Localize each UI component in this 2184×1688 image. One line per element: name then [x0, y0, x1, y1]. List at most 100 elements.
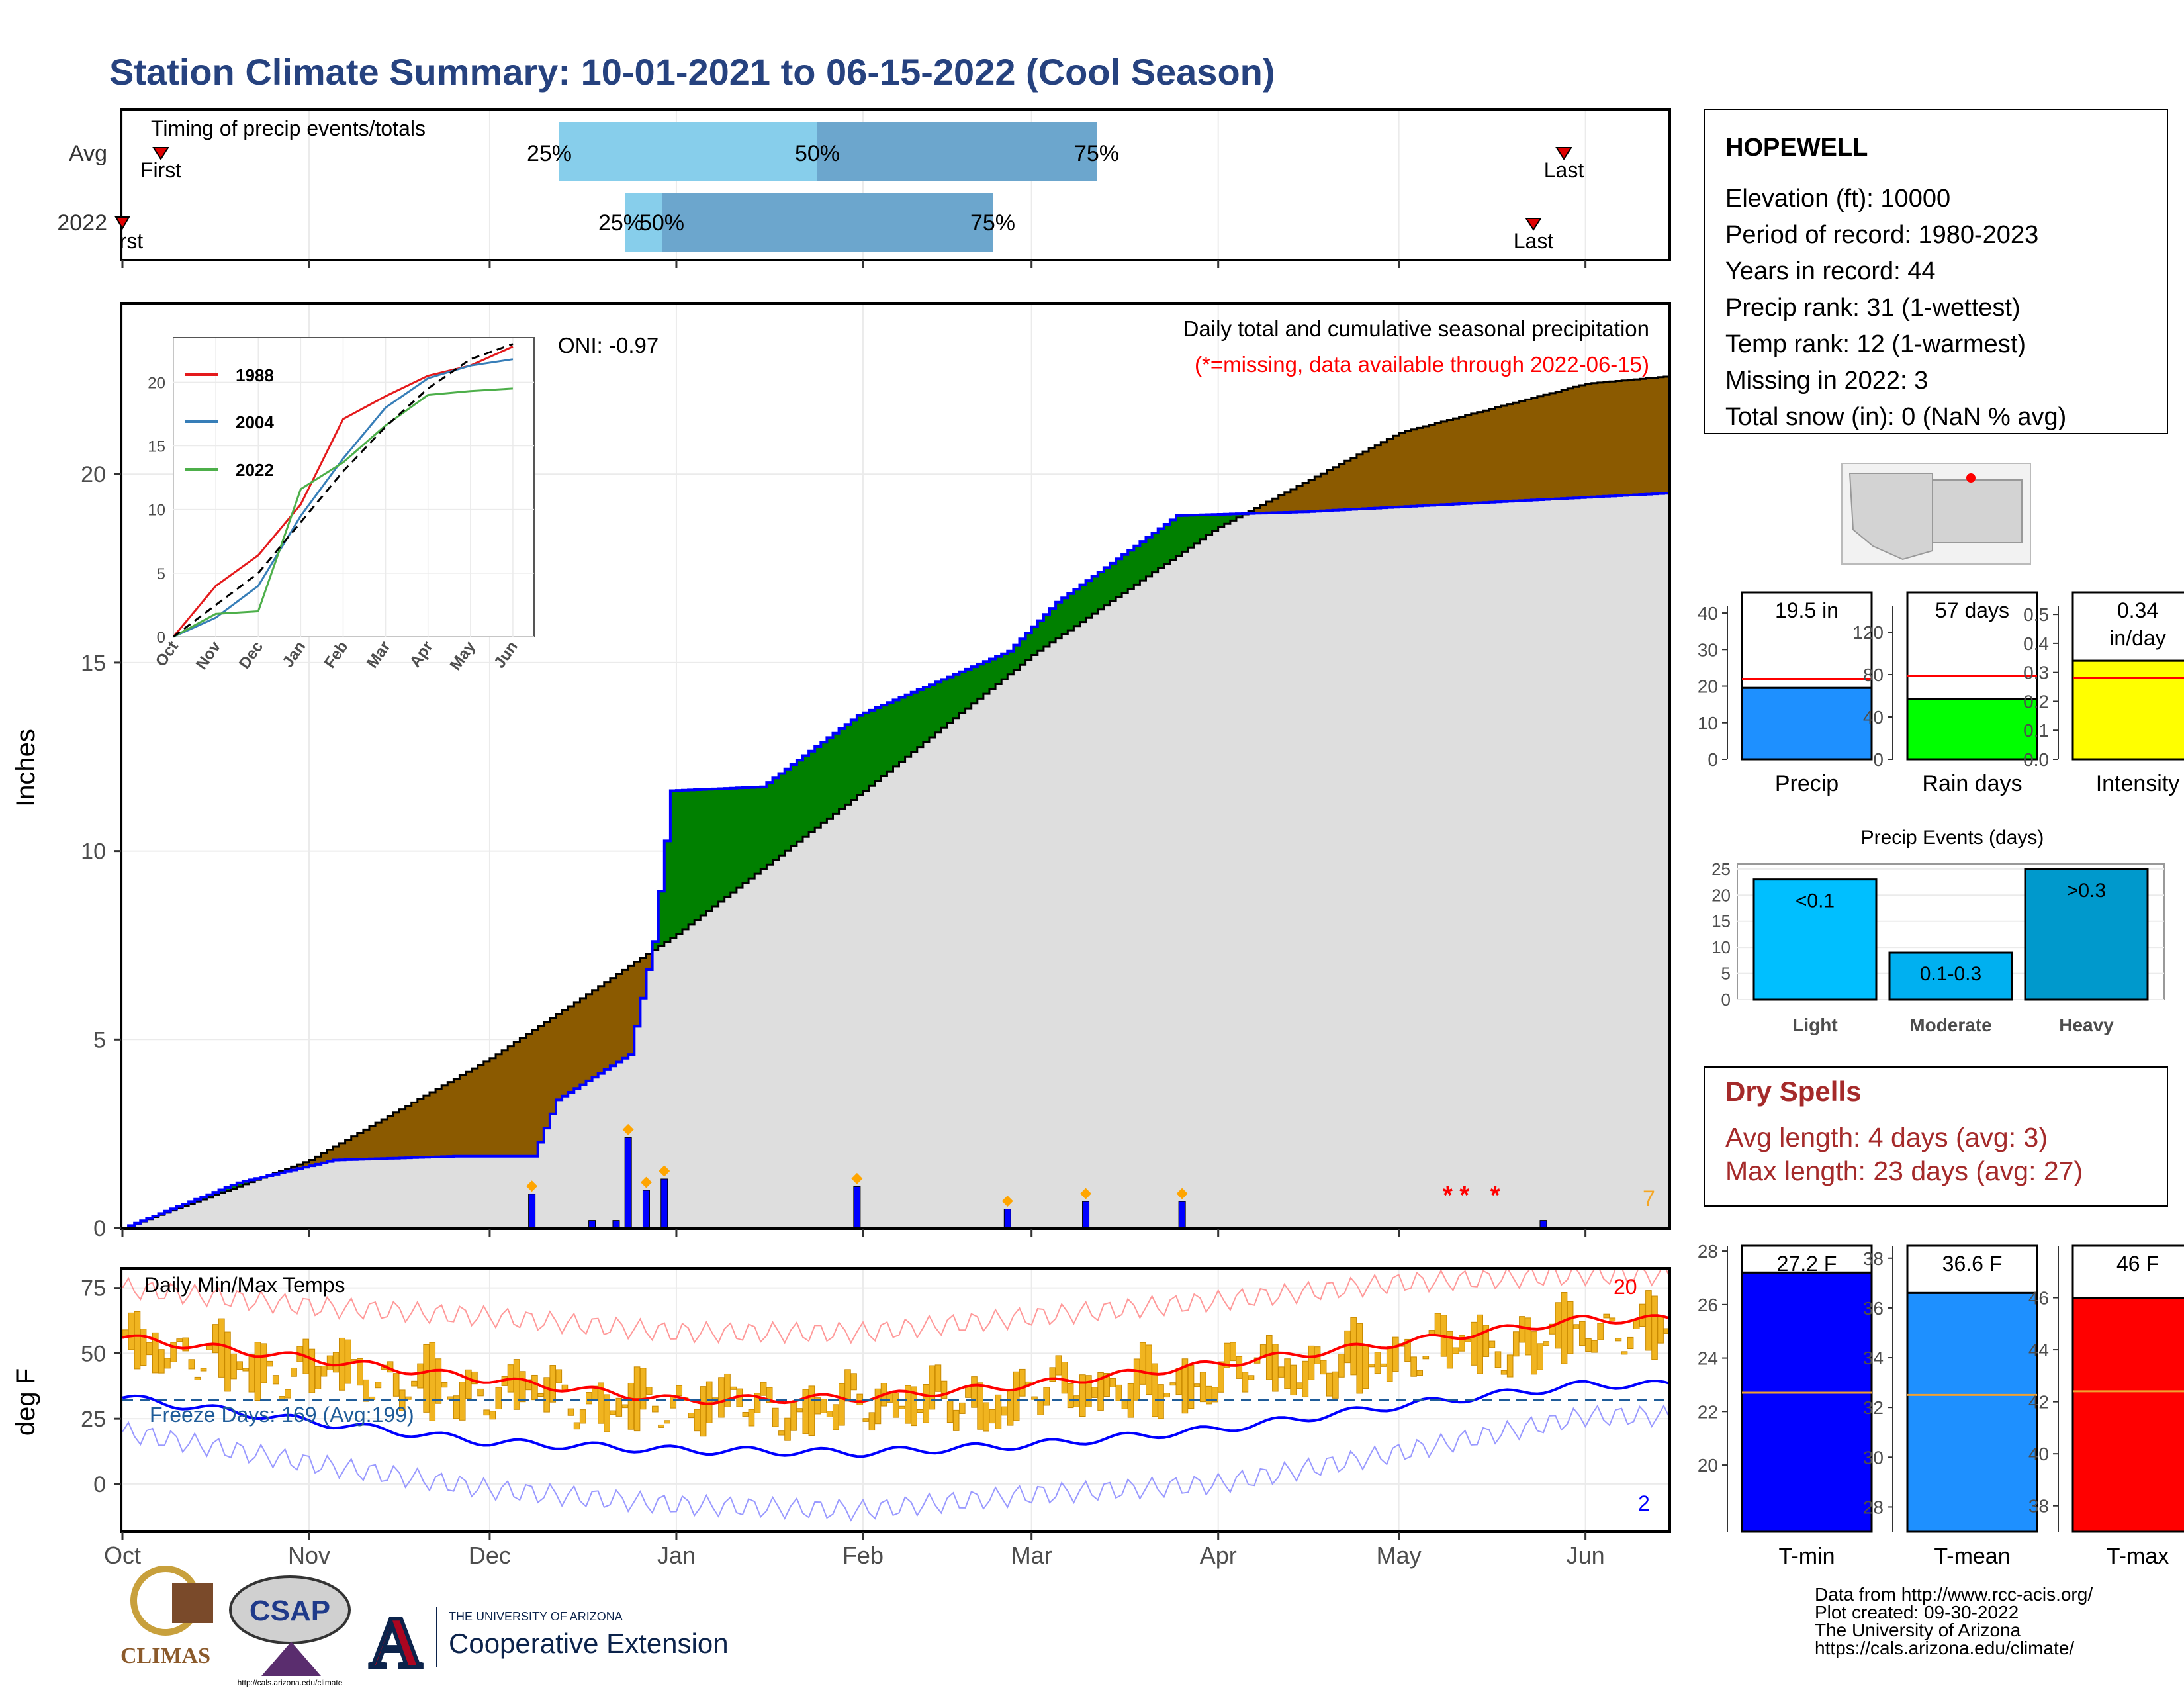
station-temp-rank: Temp rank: 12 (1-warmest) [1725, 330, 2026, 358]
dry-spells-box: Dry Spells Avg length: 4 days (avg: 3) M… [1704, 1066, 2168, 1207]
daily-temp-range [1627, 1336, 1634, 1349]
daily-temp-range [272, 1375, 279, 1385]
daily-temp-range [1284, 1358, 1291, 1389]
daily-temp-range [429, 1342, 436, 1421]
daily-temp-range [1465, 1338, 1471, 1342]
ua-block-a: A [369, 1602, 422, 1683]
intensity-value-text-2: in/day [2109, 626, 2165, 650]
daily-temp-range [1326, 1372, 1333, 1397]
daily-temp-range [1091, 1387, 1098, 1398]
inset-legend: 1988 2004 2022 [185, 365, 274, 480]
daily-temp-range [537, 1393, 544, 1397]
events-ytick-1: 5 [1721, 964, 1731, 984]
daily-temp-range [158, 1349, 165, 1374]
daily-temp-range [218, 1318, 225, 1378]
intensity-bar [2071, 659, 2184, 761]
daily-precip-bar [660, 1178, 668, 1228]
tmin-label: T-min [1779, 1544, 1835, 1569]
heavy-event-marker [1176, 1188, 1188, 1199]
daily-temp-range [320, 1366, 328, 1377]
daily-temp-range [260, 1343, 267, 1383]
daily-precip-bar [588, 1220, 596, 1228]
daily-temp-range [868, 1412, 876, 1431]
raindays-ticklabel-2: 80 [1863, 665, 1884, 685]
daily-precip-bar [1539, 1220, 1547, 1228]
xaxis-label-2: Dec [469, 1542, 511, 1569]
xaxis-label-4: Feb [842, 1542, 884, 1569]
inset-series-2022 [173, 387, 513, 638]
temp-ytick-label-2: 50 [81, 1341, 106, 1366]
inset-ytick-2: 10 [148, 502, 165, 520]
daily-temp-range [332, 1352, 340, 1373]
tmin-ticklabel-3: 26 [1698, 1295, 1718, 1315]
daily-temp-range [917, 1409, 923, 1413]
min-count: 2 [1638, 1491, 1650, 1515]
tmin-value-text: 27.2 F [1777, 1252, 1837, 1276]
intensity-label: Intensity [2096, 771, 2180, 796]
daily-temp-range [621, 1404, 629, 1409]
timing-label: Timing of precip events/totals [151, 117, 426, 140]
daily-temp-range [1506, 1354, 1514, 1378]
inset-lines [172, 343, 514, 638]
temp-marks [122, 1270, 1670, 1522]
daily-temp-range [1121, 1400, 1128, 1409]
footer-university: The University of Arizona [1815, 1620, 2021, 1640]
heavy-event-marker [659, 1165, 670, 1177]
avg-p50-label: 50% [795, 141, 840, 166]
daily-temp-range [188, 1359, 195, 1370]
daily-temp-range [748, 1409, 755, 1427]
daily-temp-range [1332, 1371, 1339, 1399]
tmin-ticklabel-4: 28 [1698, 1241, 1718, 1262]
legend-2022: 2022 [236, 460, 274, 480]
daily-temp-range [1356, 1323, 1363, 1394]
daily-temp-range [1488, 1340, 1496, 1348]
daily-temp-range [766, 1387, 773, 1403]
daily-temp-range [164, 1358, 171, 1369]
tmax-ticklabel-2: 42 [2028, 1392, 2049, 1413]
tmin-ticklabel-0: 20 [1698, 1455, 1718, 1476]
daily-temp-range [495, 1387, 502, 1410]
raindays-value-box [1906, 591, 2038, 700]
daily-precip-bar [624, 1137, 632, 1228]
tmean-ticklabel-4: 36 [1863, 1298, 1884, 1319]
precip-ylabel: Inches [11, 729, 40, 807]
tmean-ticklabel-1: 30 [1863, 1447, 1884, 1468]
daily-temp-range [1579, 1321, 1586, 1346]
daily-temp-range [1567, 1301, 1574, 1354]
daily-temp-range [724, 1373, 731, 1407]
raindays-ticklabel-1: 40 [1863, 707, 1884, 727]
precip-ticklabel-3: 30 [1698, 639, 1718, 660]
precip-panel: 0 5 10 15 20 Inches ONI: -0.97 Daily total a… [11, 302, 1671, 1241]
tmax-ticklabel-1: 40 [2028, 1444, 2049, 1464]
daily-temp-range [1657, 1315, 1664, 1344]
daily-temp-range [1139, 1342, 1146, 1385]
daily-temp-range [1212, 1387, 1218, 1403]
daily-temp-range [959, 1402, 966, 1414]
heavy-event-marker [1080, 1188, 1092, 1199]
footer-plot-created: Plot created: 09-30-2022 [1815, 1602, 2019, 1622]
daily-temp-range [212, 1324, 219, 1354]
daily-temp-range [1146, 1344, 1152, 1395]
events-bar-label-0: <0.1 [1796, 890, 1835, 912]
daily-temp-range [1410, 1356, 1417, 1377]
daily-temp-range [705, 1381, 713, 1423]
daily-temp-range [1603, 1313, 1610, 1319]
daily-temp-range [989, 1409, 996, 1424]
daily-temp-range [146, 1342, 153, 1356]
precip-ytick-label-0: 0 [93, 1216, 106, 1241]
precip-ytick-label-1: 5 [93, 1027, 106, 1053]
dry-avg-length: Avg length: 4 days (avg: 3) [1725, 1122, 2048, 1152]
precip-ticklabel-1: 10 [1698, 713, 1718, 733]
daily-temp-range [1459, 1335, 1465, 1352]
intensity-ticklabel-4: 0.4 [2023, 633, 2049, 654]
tmax-ticklabel-3: 44 [2028, 1340, 2049, 1360]
daily-temp-range [1109, 1378, 1116, 1387]
y2022-p75-label: 75% [970, 211, 1015, 236]
precip-value-box [1741, 591, 1873, 689]
daily-temp-range [543, 1377, 550, 1413]
daily-temp-range [1537, 1343, 1543, 1370]
y2022-p25-label: 25% [598, 211, 643, 236]
daily-temp-range [1362, 1344, 1369, 1389]
daily-temp-range [471, 1371, 478, 1385]
y2022-last-marker [1525, 218, 1542, 231]
